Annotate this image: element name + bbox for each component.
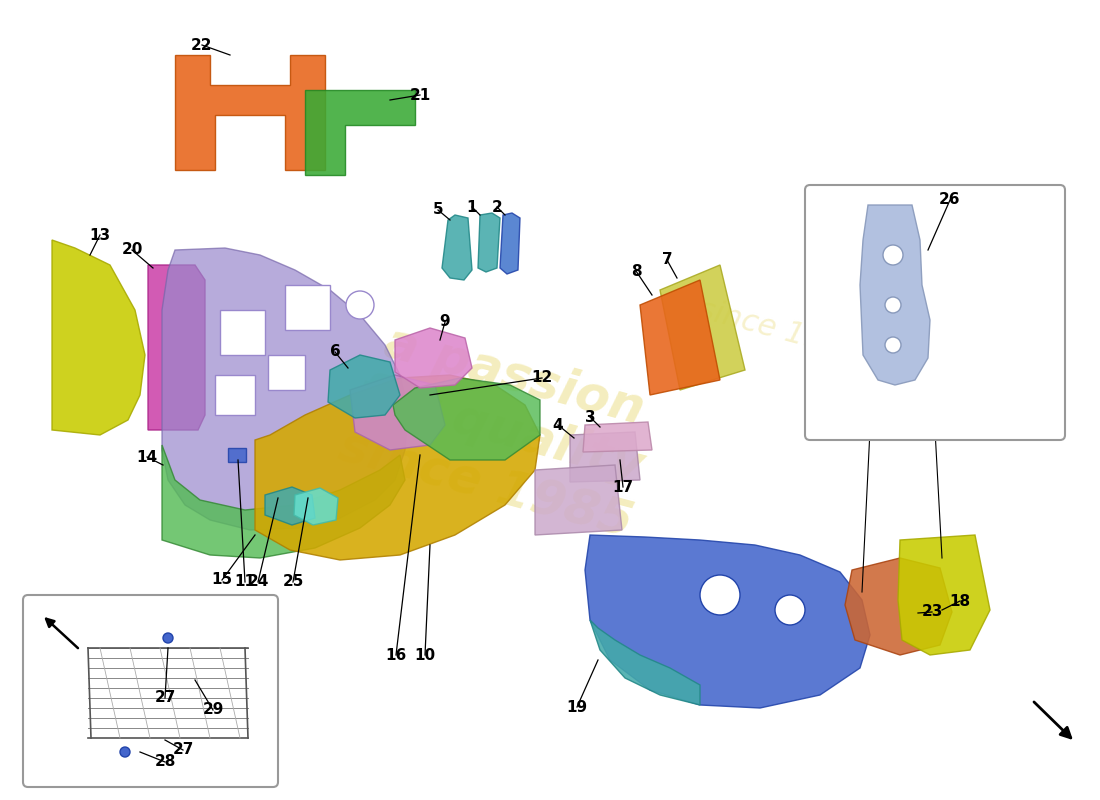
Polygon shape: [535, 465, 622, 535]
Polygon shape: [583, 422, 652, 452]
Text: 11: 11: [234, 574, 255, 590]
Text: 28: 28: [154, 754, 176, 770]
Polygon shape: [500, 213, 520, 274]
Text: 5: 5: [432, 202, 443, 218]
Polygon shape: [175, 55, 324, 170]
Text: 4: 4: [552, 418, 563, 433]
Polygon shape: [478, 213, 500, 272]
Text: 27: 27: [173, 742, 194, 758]
Text: 7: 7: [662, 253, 672, 267]
Polygon shape: [285, 285, 330, 330]
Text: 16: 16: [385, 647, 407, 662]
Circle shape: [700, 575, 740, 615]
Text: 24: 24: [248, 574, 268, 590]
Polygon shape: [395, 328, 472, 388]
Circle shape: [120, 747, 130, 757]
Polygon shape: [162, 445, 405, 558]
FancyBboxPatch shape: [23, 595, 278, 787]
Polygon shape: [393, 378, 540, 460]
Text: 18: 18: [949, 594, 970, 609]
Circle shape: [163, 633, 173, 643]
Circle shape: [886, 337, 901, 353]
Polygon shape: [268, 355, 305, 390]
Text: 21: 21: [409, 87, 430, 102]
Polygon shape: [640, 280, 720, 395]
Text: 15: 15: [211, 573, 232, 587]
Text: 20: 20: [121, 242, 143, 258]
Circle shape: [886, 297, 901, 313]
Polygon shape: [570, 432, 640, 482]
Polygon shape: [590, 620, 700, 705]
Text: 22: 22: [191, 38, 212, 53]
Circle shape: [776, 595, 805, 625]
Text: a passion
for quality
since 1985: a passion for quality since 1985: [333, 314, 667, 546]
Text: 3: 3: [585, 410, 595, 425]
Polygon shape: [328, 355, 400, 418]
Polygon shape: [898, 535, 990, 655]
Polygon shape: [228, 448, 246, 462]
Polygon shape: [214, 375, 255, 415]
Polygon shape: [350, 375, 446, 450]
Text: 27: 27: [154, 690, 176, 706]
Text: since 1985: since 1985: [696, 294, 865, 366]
Circle shape: [883, 245, 903, 265]
Text: 26: 26: [939, 193, 960, 207]
Polygon shape: [255, 375, 540, 560]
Polygon shape: [305, 90, 415, 175]
Text: 1: 1: [466, 199, 477, 214]
Text: 23: 23: [922, 605, 943, 619]
Polygon shape: [845, 558, 952, 655]
Text: 9: 9: [440, 314, 450, 330]
Text: 2: 2: [492, 199, 503, 214]
Circle shape: [346, 291, 374, 319]
Polygon shape: [52, 240, 145, 435]
Polygon shape: [294, 488, 338, 525]
Text: 12: 12: [531, 370, 552, 386]
Text: 17: 17: [613, 479, 634, 494]
Text: 13: 13: [89, 227, 111, 242]
Text: 29: 29: [202, 702, 223, 718]
Text: 14: 14: [136, 450, 157, 465]
Text: 6: 6: [330, 345, 340, 359]
Text: 8: 8: [630, 263, 641, 278]
Text: 25: 25: [283, 574, 304, 590]
Polygon shape: [860, 205, 930, 385]
FancyBboxPatch shape: [805, 185, 1065, 440]
Polygon shape: [265, 487, 315, 525]
Polygon shape: [162, 248, 408, 530]
Polygon shape: [660, 265, 745, 390]
Polygon shape: [220, 310, 265, 355]
Polygon shape: [442, 215, 472, 280]
Text: 10: 10: [415, 647, 436, 662]
Polygon shape: [148, 265, 205, 430]
Polygon shape: [585, 535, 870, 708]
Text: 19: 19: [566, 699, 587, 714]
